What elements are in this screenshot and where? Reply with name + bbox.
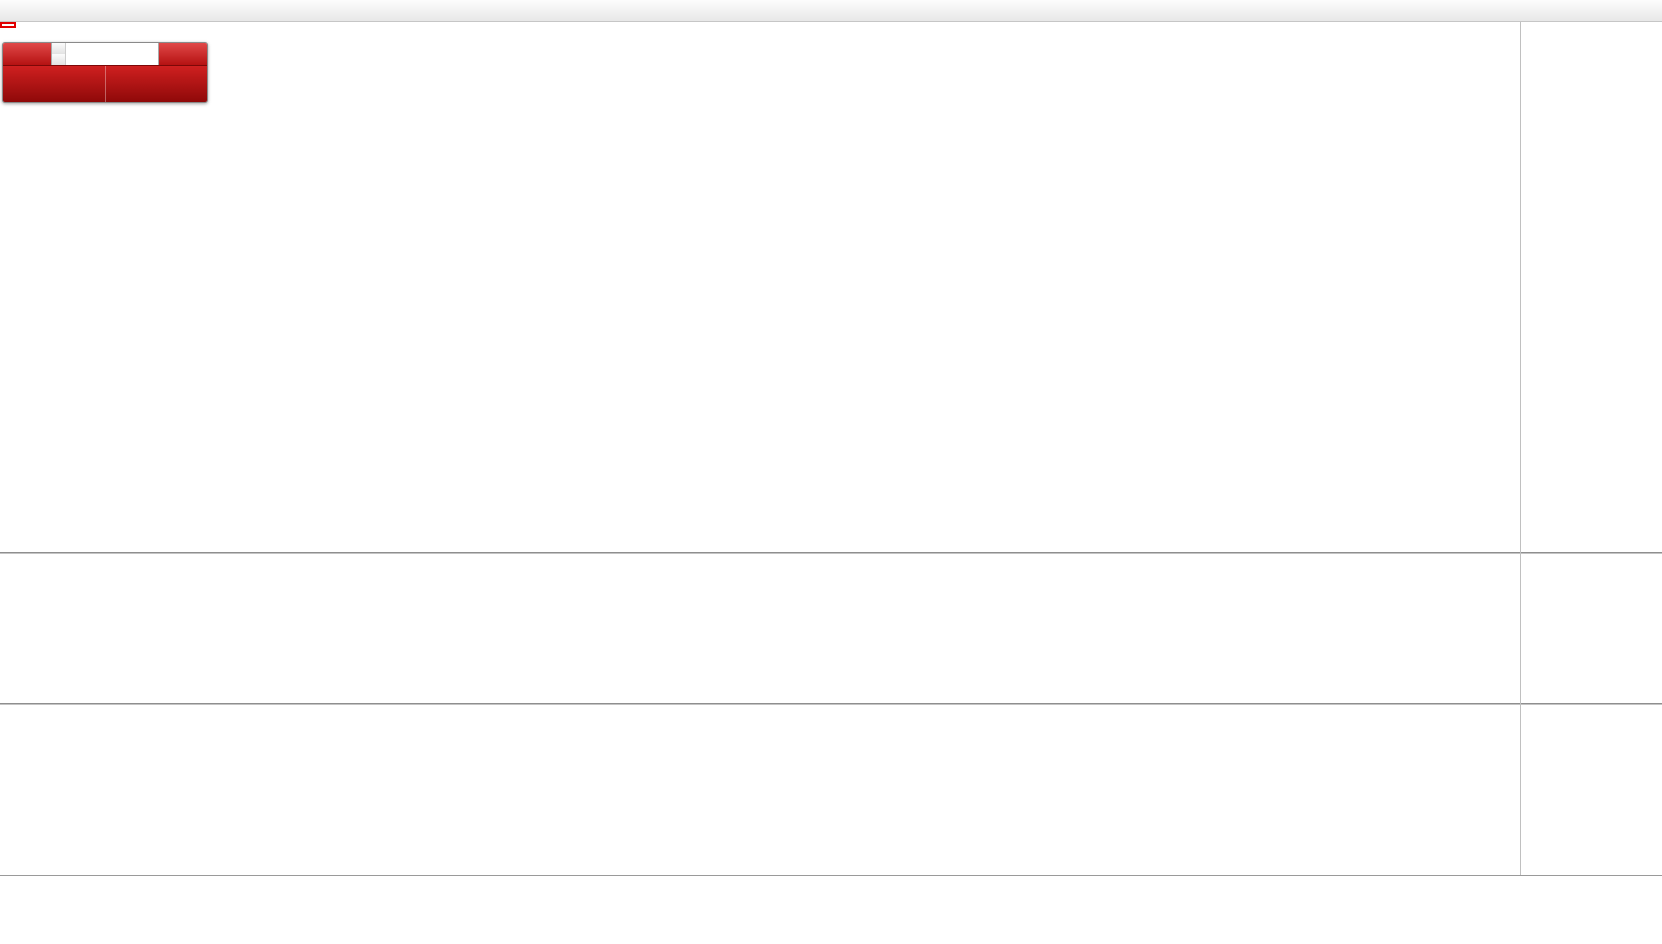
price-callout[interactable] [0,22,16,28]
price-chart-plot[interactable] [0,22,1520,552]
volume-increase-button[interactable] [52,43,65,54]
macd-label-row [6,558,12,569]
price-divider [104,66,106,102]
volume-input[interactable] [66,43,158,65]
macd-panel-plot[interactable] [0,555,1520,703]
rsi-label-row [6,709,12,720]
buy-button[interactable] [159,43,207,65]
volume-decrease-button[interactable] [52,54,65,65]
time-scale[interactable] [0,875,1662,900]
buy-price[interactable] [106,66,208,102]
chart-window [0,22,1662,944]
sell-price[interactable] [3,66,105,102]
toolbar [0,0,1662,22]
panel-splitter[interactable] [0,703,1662,705]
price-scale[interactable] [1521,22,1661,875]
sell-button[interactable] [3,43,51,65]
rsi-panel-plot[interactable] [0,706,1520,874]
price-scale-border [1520,22,1521,875]
volume-control [51,43,159,65]
one-click-trading-panel [2,42,208,103]
panel-splitter[interactable] [0,552,1662,554]
